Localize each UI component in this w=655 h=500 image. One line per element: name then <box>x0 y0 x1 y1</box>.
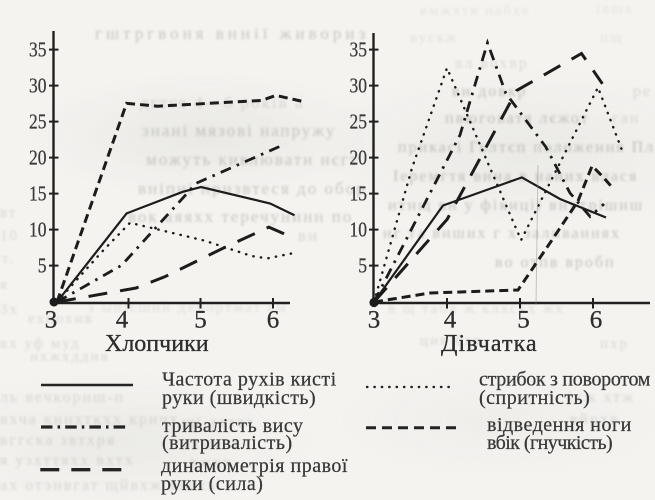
svg-text:6: 6 <box>267 307 280 334</box>
svg-text:25: 25 <box>29 110 47 134</box>
svg-text:Дівчатка: Дівчатка <box>441 331 538 357</box>
svg-text:6: 6 <box>590 307 603 334</box>
svg-text:35: 35 <box>350 38 368 62</box>
svg-text:30: 30 <box>29 74 47 98</box>
svg-text:15: 15 <box>350 182 368 206</box>
svg-text:5: 5 <box>517 307 530 334</box>
svg-text:Частота рухів кисті: Частота рухів кисті <box>162 369 337 391</box>
svg-text:5: 5 <box>194 307 207 334</box>
svg-text:динамометрія правої: динамометрія правої <box>161 455 348 477</box>
svg-text:тривалість вису: тривалість вису <box>162 415 303 437</box>
svg-text:(спритність): (спритність) <box>479 387 590 409</box>
svg-text:руки (швидкість): руки (швидкість) <box>162 387 316 409</box>
svg-text:руки (сила): руки (сила) <box>161 473 263 495</box>
svg-text:Хлопчики: Хлопчики <box>105 331 209 357</box>
svg-text:20: 20 <box>29 146 47 170</box>
svg-text:10: 10 <box>29 218 47 242</box>
svg-text:вбік (гнучкість): вбік (гнучкість) <box>487 432 612 454</box>
svg-text:4: 4 <box>444 307 457 334</box>
svg-text:3: 3 <box>368 307 381 334</box>
svg-text:відведення ноги: відведення ноги <box>487 414 632 436</box>
svg-text:30: 30 <box>350 74 368 98</box>
svg-text:25: 25 <box>350 110 368 134</box>
svg-text:5: 5 <box>358 254 367 278</box>
svg-text:3: 3 <box>45 307 58 334</box>
svg-text:стрибок з поворотом: стрибок з поворотом <box>479 369 651 391</box>
svg-text:15: 15 <box>29 182 47 206</box>
svg-text:5: 5 <box>38 254 47 278</box>
svg-text:4: 4 <box>116 307 129 334</box>
svg-text:20: 20 <box>350 146 368 170</box>
svg-text:10: 10 <box>350 218 368 242</box>
svg-text:35: 35 <box>29 38 47 62</box>
svg-text:(витривалість): (витривалість) <box>162 432 293 454</box>
